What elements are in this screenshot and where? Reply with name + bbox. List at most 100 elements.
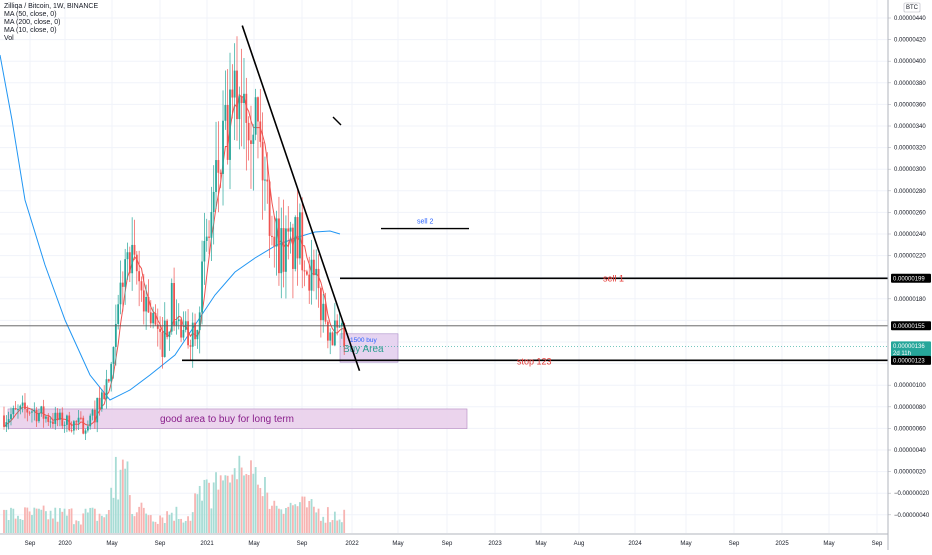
candle-body: [163, 320, 166, 357]
candle-body: [21, 402, 24, 406]
volume-bar: [138, 506, 141, 533]
candle-body: [40, 406, 43, 414]
volume-bar: [73, 524, 75, 533]
candle-body: [243, 93, 245, 104]
volume-bar: [31, 515, 33, 533]
volume-bar: [219, 475, 222, 533]
volume-bar: [84, 508, 87, 533]
volume-bar: [294, 504, 297, 533]
candle-body: [89, 415, 92, 427]
buy-area-label: Buy Area: [343, 344, 384, 355]
volume-bar: [82, 513, 85, 533]
sell2-label: sell 2: [417, 219, 433, 226]
volume-bar: [268, 508, 271, 533]
candle-body: [175, 321, 178, 326]
volume-bar: [266, 492, 269, 533]
volume-bar: [17, 515, 19, 533]
candle-body: [114, 323, 117, 347]
candle-body: [296, 217, 299, 259]
candle-body: [96, 397, 99, 423]
candle-body: [140, 281, 143, 291]
price-label-value: 0.00000199: [893, 276, 925, 282]
volume-bar: [133, 516, 136, 533]
candle-body: [24, 402, 26, 409]
candle-body: [159, 328, 162, 332]
price-tick-label: 0.00000440: [894, 16, 926, 22]
volume-bar: [233, 468, 236, 533]
candle-body: [266, 179, 269, 182]
candle-body: [275, 218, 278, 247]
candle-body: [229, 89, 231, 160]
volume-bar: [243, 475, 245, 533]
currency-box: [903, 2, 921, 13]
price-tick-label: −0.00000020: [894, 491, 930, 497]
volume-bar: [236, 479, 238, 533]
candle-body: [3, 415, 5, 427]
candle-body: [166, 320, 168, 338]
volume-bar: [208, 482, 210, 533]
candle-body: [287, 228, 290, 232]
volume-bar: [222, 480, 224, 533]
time-tick-label: Sep: [442, 541, 453, 547]
candle-body: [343, 323, 346, 347]
volume-bar: [182, 522, 185, 533]
volume-bar: [201, 500, 203, 533]
candle-body: [133, 244, 136, 255]
volume-bar: [52, 518, 54, 533]
volume-bar: [47, 519, 50, 533]
candle-body: [105, 379, 108, 400]
volume-bar: [161, 517, 164, 533]
candle-body: [205, 236, 208, 241]
candle-body: [210, 211, 213, 238]
candle-body: [14, 407, 17, 410]
volume-bar: [159, 515, 162, 533]
volume-bar: [5, 509, 8, 533]
volume-bar: [49, 510, 52, 533]
candle-body: [245, 93, 248, 123]
stray-mark: [332, 116, 342, 126]
indicator-ma50[interactable]: MA (50, close, 0): [4, 11, 57, 18]
candle-body: [49, 421, 52, 423]
volume-bar: [98, 513, 101, 533]
volume-bar: [343, 509, 346, 533]
volume-bars: [3, 455, 346, 533]
volume-bar: [292, 505, 294, 533]
candle-body: [252, 134, 255, 144]
indicator-vol[interactable]: Vol: [4, 35, 14, 42]
volume-bar: [306, 507, 308, 533]
candle-body: [194, 322, 196, 340]
candle-body: [79, 417, 82, 419]
candle-body: [289, 227, 292, 232]
candle-body: [112, 346, 115, 364]
price-tick-label: 0.00000020: [894, 470, 926, 476]
indicator-ma200[interactable]: MA (200, close, 0): [4, 19, 61, 26]
volume-bar: [310, 499, 313, 533]
candle-body: [324, 303, 327, 322]
volume-bar: [329, 522, 332, 533]
candle-body: [68, 415, 71, 431]
volume-bar: [110, 487, 113, 533]
time-tick-label: 2022: [345, 541, 359, 547]
candle-body: [12, 407, 15, 415]
candle-body: [121, 282, 124, 287]
candle-body: [142, 290, 145, 312]
candle-body: [306, 271, 308, 275]
indicator-ma10[interactable]: MA (10, close, 0): [4, 27, 57, 34]
candle-body: [240, 96, 243, 104]
candle-body: [285, 228, 287, 272]
candle-body: [173, 283, 175, 326]
price-tick-label: 0.00000220: [894, 254, 926, 260]
candle-body: [103, 392, 106, 400]
time-tick-label: 2025: [775, 541, 789, 547]
candle-body: [128, 252, 131, 274]
price-tick-label: 0.00000380: [894, 81, 926, 87]
candle-body: [26, 408, 29, 413]
volume-bar: [86, 512, 89, 533]
candle-body: [10, 414, 12, 420]
volume-bar: [45, 511, 47, 533]
volume-bar: [189, 520, 192, 533]
volume-bar: [121, 459, 124, 533]
